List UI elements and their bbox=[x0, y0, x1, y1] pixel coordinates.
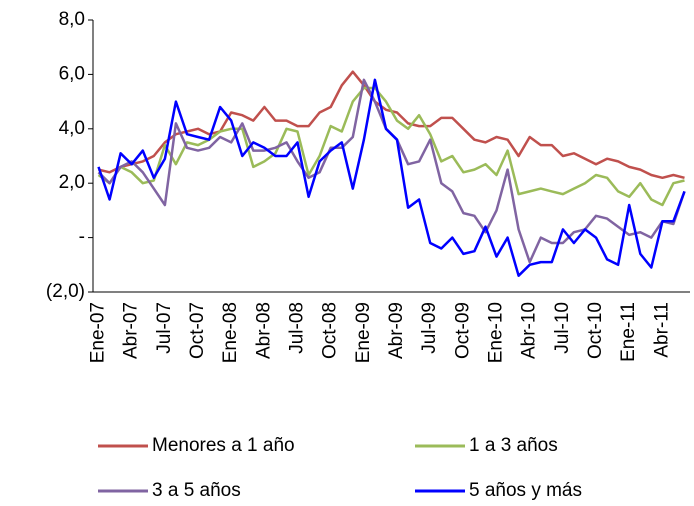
x-tick-label: Abr-07 bbox=[121, 302, 142, 359]
y-tick-label: - bbox=[79, 227, 85, 248]
legend-label: 3 a 5 años bbox=[152, 480, 241, 501]
y-tick-label: 2,0 bbox=[59, 172, 85, 193]
x-tick-label: Jul-10 bbox=[552, 302, 573, 354]
x-tick-label: Abr-10 bbox=[519, 302, 540, 359]
x-tick-label: Jul-08 bbox=[287, 302, 308, 354]
x-tick-label: Abr-09 bbox=[386, 302, 407, 359]
legend-label: 5 años y más bbox=[469, 480, 582, 501]
x-tick-label: Oct-08 bbox=[320, 302, 341, 359]
legend-label: 1 a 3 años bbox=[469, 435, 558, 456]
x-tick-label: Ene-10 bbox=[486, 302, 507, 363]
y-tick-label: 6,0 bbox=[59, 63, 85, 84]
x-tick-label: Ene-11 bbox=[618, 302, 639, 362]
x-tick-label: Oct-07 bbox=[187, 302, 208, 359]
series-line bbox=[97, 78, 686, 264]
series-line bbox=[97, 86, 685, 207]
x-tick-label: Oct-10 bbox=[585, 302, 606, 359]
x-tick-label: Abr-11 bbox=[651, 302, 672, 358]
y-tick-label: 8,0 bbox=[59, 9, 85, 30]
x-tick-label: Abr-08 bbox=[253, 302, 274, 359]
y-tick-label: (2,0) bbox=[46, 281, 85, 302]
x-tick-label: Ene-07 bbox=[88, 302, 109, 363]
series-line bbox=[97, 78, 686, 277]
legend-label: Menores a 1 año bbox=[152, 435, 295, 456]
x-tick-label: Oct-09 bbox=[452, 302, 473, 359]
y-tick-label: 4,0 bbox=[59, 118, 85, 139]
x-tick-label: Jul-09 bbox=[419, 302, 440, 354]
x-tick-label: Ene-08 bbox=[220, 302, 241, 363]
x-tick-label: Ene-09 bbox=[353, 302, 374, 363]
x-tick-label: Jul-07 bbox=[154, 302, 175, 354]
series-line bbox=[98, 70, 685, 180]
